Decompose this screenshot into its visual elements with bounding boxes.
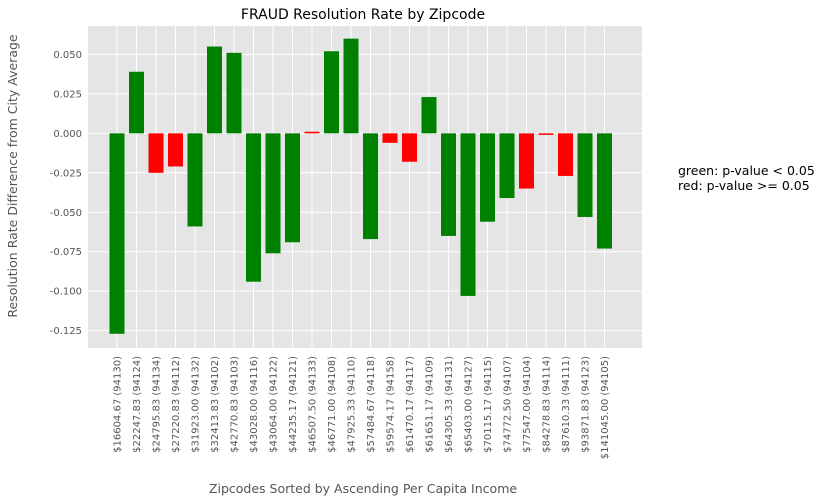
- y-tick-label: -0.025: [50, 168, 82, 179]
- x-tick-label: $70115.17 (94115): [483, 356, 494, 453]
- bar: [187, 133, 203, 227]
- x-tick-label: $32413.83 (94102): [210, 356, 221, 453]
- bar: [304, 131, 320, 134]
- x-axis-label: Zipcodes Sorted by Ascending Per Capita …: [209, 481, 517, 496]
- bar: [577, 133, 593, 217]
- x-tick-label: $22247.83 (94124): [132, 356, 143, 453]
- bar: [129, 71, 144, 134]
- x-tick-label: $87610.33 (94111): [561, 356, 572, 453]
- x-tick-label: $57484.67 (94118): [366, 356, 377, 453]
- bar: [226, 52, 242, 134]
- x-tick-label: $46771.00 (94108): [327, 356, 338, 453]
- bar: [538, 133, 554, 135]
- y-tick-label: 0.025: [53, 89, 82, 100]
- legend-note-green: green: p-value < 0.05: [678, 163, 815, 178]
- bar: [246, 133, 261, 282]
- x-tick-label: $93871.83 (94123): [581, 356, 592, 453]
- bar: [402, 133, 417, 162]
- bar: [382, 133, 398, 143]
- y-tick-label: -0.100: [50, 287, 82, 298]
- bar: [207, 46, 222, 134]
- x-tick-label: $27220.83 (94112): [171, 356, 182, 453]
- bar: [519, 133, 534, 189]
- bar: [168, 133, 183, 167]
- x-tick-label: $43064.00 (94122): [269, 356, 280, 453]
- x-tick-label: $16604.67 (94130): [113, 356, 124, 453]
- bar: [460, 133, 476, 296]
- y-tick-labels: -0.125 -0.100 -0.075 -0.050 -0.025 0.000 0.025…: [50, 50, 82, 337]
- x-tick-label: $65403.00 (94127): [464, 356, 475, 453]
- legend-note-red: red: p-value >= 0.05: [678, 178, 810, 193]
- x-tick-label: $47925.33 (94110): [347, 356, 358, 453]
- chart-title: FRAUD Resolution Rate by Zipcode: [241, 7, 485, 23]
- bar: [480, 133, 495, 222]
- x-tick-label: $84278.83 (94114): [542, 356, 553, 453]
- x-tick-label: $61470.17 (94117): [405, 356, 416, 453]
- x-tick-label: $24795.83 (94134): [152, 356, 163, 453]
- bar: [499, 133, 515, 199]
- x-tick-label: $64305.33 (94131): [444, 356, 455, 453]
- x-tick-label: $77547.00 (94104): [522, 356, 533, 453]
- bar: [285, 133, 300, 243]
- bar: [558, 133, 573, 176]
- y-tick-label: -0.050: [50, 208, 82, 219]
- y-tick-label: -0.125: [50, 326, 82, 337]
- y-tick-label: -0.075: [50, 247, 82, 258]
- y-tick-label: 0.000: [53, 129, 82, 140]
- bars: [109, 38, 612, 334]
- bar: [441, 133, 456, 236]
- bar: [363, 133, 378, 240]
- y-tick-label: 0.050: [53, 50, 82, 61]
- bar: [148, 133, 164, 173]
- x-tick-label: $44235.17 (94121): [288, 356, 299, 453]
- bar: [324, 51, 339, 134]
- x-tick-label: $42770.83 (94103): [230, 356, 241, 453]
- y-axis-label: Resolution Rate Difference from City Ave…: [5, 34, 20, 318]
- x-tick-label: $61651.17 (94109): [425, 356, 436, 453]
- x-tick-label: $59574.17 (94158): [386, 356, 397, 453]
- x-tick-labels: $16604.67 (94130) $22247.83 (94124) $24795…: [113, 356, 612, 459]
- bar: [343, 38, 359, 134]
- bar: [109, 133, 125, 334]
- x-tick-label: $74772.50 (94107): [503, 356, 514, 453]
- bar: [597, 133, 612, 249]
- x-tick-label: $46507.50 (94133): [308, 356, 319, 453]
- x-tick-label: $31923.00 (94132): [191, 356, 202, 453]
- bar: [265, 133, 281, 254]
- x-tick-label: $141045.00 (94105): [600, 356, 611, 459]
- x-tick-label: $43028.00 (94116): [249, 356, 260, 453]
- bar: [421, 97, 437, 134]
